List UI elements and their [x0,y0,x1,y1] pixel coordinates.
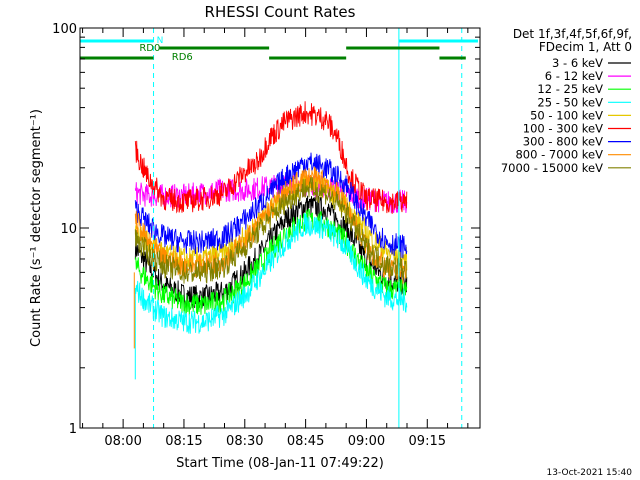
x-tick-label: 09:15 [409,434,446,449]
y-axis-label: Count Rate (s⁻¹ detector segment⁻¹) [29,109,44,347]
legend-header-line-1: Det 1f,3f,4f,5f,6f,9f, [513,27,632,41]
chart-title: RHESSI Count Rates [205,3,356,21]
legend-label-6-12-kev: 6 - 12 keV [545,69,603,83]
legend-label-300-800-kev: 300 - 800 keV [523,135,603,149]
legend-header-line-2: FDecim 1, Att 0 [539,40,632,54]
x-tick-label: 08:15 [165,434,202,449]
legend-label-100-300-kev: 100 - 300 keV [523,122,603,136]
y-tick-label: 10 [60,222,77,237]
y-tick-label: 100 [52,22,77,37]
series-line-3-6-kev [134,195,408,309]
timestamp: 13-Oct-2021 15:40 [547,468,633,478]
legend-label-3-6-kev: 3 - 6 keV [552,56,603,70]
x-tick-label: 09:00 [348,434,385,449]
n-label: N [157,36,164,46]
series-line-7000-15000-kev [134,176,408,284]
series-line-25-50-kev [134,212,408,334]
legend-label-7000-15000-kev: 7000 - 15000 keV [501,161,603,175]
legend-label-50-100-kev: 50 - 100 keV [530,108,603,122]
x-tick-label: 08:30 [226,434,263,449]
legend-label-12-25-kev: 12 - 25 keV [537,82,603,96]
rd0-label: RD0 [139,43,160,54]
axis-ticks: 08:00 08:15 08:30 08:45 09:00 09:15 1 10 100 [52,22,480,449]
legend-label-25-50-kev: 25 - 50 keV [537,95,603,109]
x-tick-label: 08:00 [104,434,141,449]
series-line-100-300-kev [134,101,408,214]
rd6-label: RD6 [172,52,193,63]
series-line-300-800-kev [134,152,408,259]
legend-label-800-7000-kev: 800 - 7000 keV [515,148,603,162]
x-axis-label: Start Time (08-Jan-11 07:49:22) [176,456,384,471]
series-lines [133,101,408,380]
y-tick-label: 1 [69,422,77,437]
x-tick-label: 08:45 [287,434,324,449]
